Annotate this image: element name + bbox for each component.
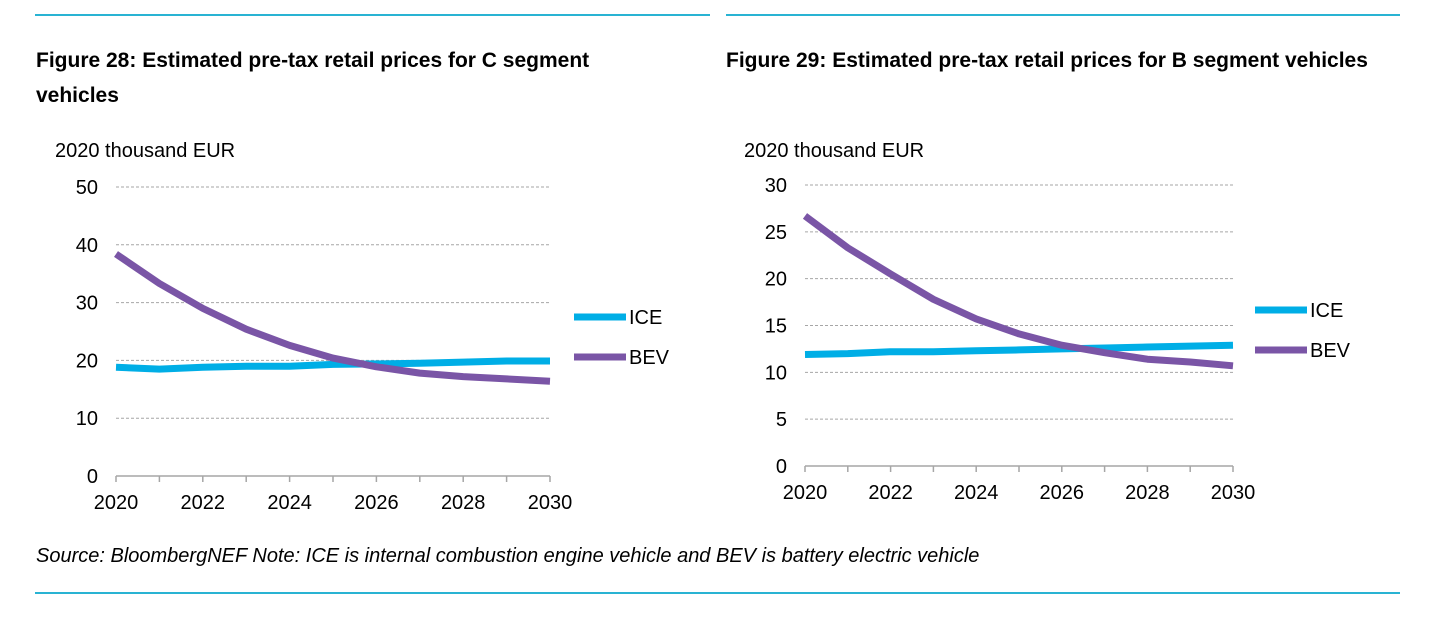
figure-29-unit-label: 2020 thousand EUR (744, 140, 925, 162)
figure-28-legend-ice-label: ICE (629, 307, 662, 329)
figure-29-y-tick-label: 30 (765, 175, 787, 197)
figure-29-series-ice-line (804, 341, 1234, 358)
figure-28-x-tick-label: 2028 (441, 492, 486, 514)
figure-28-y-tick-label: 0 (87, 466, 98, 488)
figure-28-y-tick-label: 10 (76, 408, 98, 430)
figure-28-y-tick-label: 30 (76, 293, 98, 315)
figure-29-series-bev-line (802, 213, 1234, 370)
figure-29-x-tick-label: 2030 (1211, 482, 1256, 504)
top-rule-notch (710, 12, 726, 18)
figure-29-x-tick-label: 2028 (1125, 482, 1170, 504)
figure-28-x-tick-label: 2020 (94, 492, 139, 514)
figure-28-unit-label: 2020 thousand EUR (55, 140, 236, 162)
figure-29-y-tick-label: 25 (765, 222, 787, 244)
figure-29-legend-bev-label: BEV (1310, 340, 1351, 362)
figure-29-y-tick-label: 20 (765, 269, 787, 291)
figure-29-legend-ice-label: ICE (1310, 300, 1343, 322)
source-note: Source: BloombergNEF Note: ICE is intern… (36, 545, 980, 567)
figure-29-x-tick-label: 2020 (783, 482, 828, 504)
figure-29-y-tick-label: 5 (776, 409, 787, 431)
bottom-rule (35, 592, 1400, 594)
figure-28-x-tick-label: 2024 (267, 492, 312, 514)
figure-28-y-tick-label: 40 (76, 235, 98, 257)
figure-28-x-tick-label: 2026 (354, 492, 399, 514)
figure-28-series-bev-line (114, 251, 551, 385)
figure-28-y-tick-label: 50 (76, 177, 98, 199)
figure-29-y-tick-label: 0 (776, 456, 787, 478)
figure-28-x-tick-label: 2022 (181, 492, 226, 514)
figure-29-y-tick-label: 10 (765, 362, 787, 384)
figure-28-legend-bev-label: BEV (629, 347, 670, 369)
figure-28-title: Figure 28: Estimated pre-tax retail pric… (36, 49, 590, 107)
figure-29-chart: 0 5 10 15 20 25 30 2020 2022 2024 2026 2028 2030 ICE B… (765, 175, 1351, 504)
figure-29-x-tick-label: 2022 (868, 482, 913, 504)
figure-28-series-ice-line (115, 357, 550, 373)
figure-29-x-tick-label: 2024 (954, 482, 999, 504)
figure-28-x-tick-label: 2030 (528, 492, 573, 514)
figure-28-y-tick-label: 20 (76, 350, 98, 372)
figure-29-title: Figure 29: Estimated pre-tax retail pric… (726, 49, 1368, 72)
figure-29-x-tick-label: 2026 (1040, 482, 1085, 504)
figure-29-y-tick-label: 15 (765, 316, 787, 338)
